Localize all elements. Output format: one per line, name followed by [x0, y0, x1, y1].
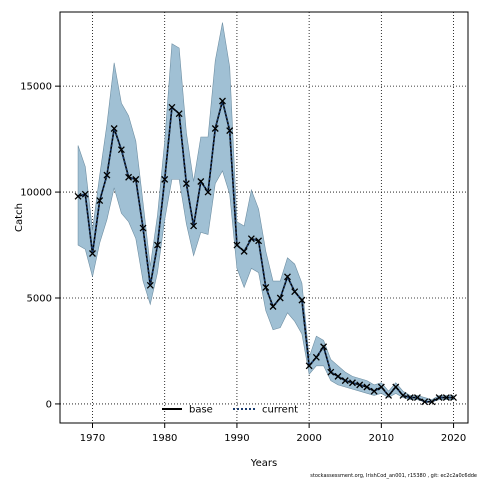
data-point-marker — [81, 190, 89, 198]
data-point-marker — [110, 125, 118, 132]
data-point-marker — [219, 97, 226, 105]
y-axis-label: Catch — [14, 203, 25, 232]
data-point-marker — [327, 368, 335, 376]
data-point-marker — [291, 288, 299, 296]
y-axis: 0 5000 10000 15000 — [20, 82, 60, 410]
data-point-marker — [298, 296, 306, 304]
data-point-marker — [168, 103, 176, 111]
data-point-marker — [96, 197, 104, 205]
grid — [60, 12, 468, 423]
data-point-marker — [413, 394, 421, 402]
data-point-marker — [392, 383, 400, 391]
data-point-marker — [117, 146, 125, 154]
x-tick-label: 1970 — [80, 433, 105, 444]
data-point-marker — [442, 394, 450, 402]
data-point-marker — [161, 175, 169, 183]
data-point-marker — [399, 391, 407, 399]
data-point-marker — [356, 381, 364, 389]
y-tick-label: 0 — [46, 399, 52, 410]
data-points — [74, 97, 458, 406]
data-point-marker — [269, 303, 277, 310]
legend-current-label: current — [262, 405, 298, 416]
data-point-marker — [276, 294, 284, 302]
data-point-marker — [240, 247, 248, 255]
data-point-marker — [255, 237, 263, 245]
data-point-marker — [435, 394, 443, 402]
x-tick-label: 2020 — [441, 433, 466, 444]
data-point-marker — [305, 362, 313, 370]
data-point-marker — [89, 250, 96, 257]
y-tick-label: 15000 — [20, 82, 52, 93]
data-point-marker — [334, 372, 342, 380]
data-point-marker — [370, 387, 378, 395]
plot-frame — [59, 11, 469, 424]
confidence-band-area — [77, 22, 454, 403]
legend-base-label: base — [189, 405, 213, 416]
source-annotation: stockassessment.org, IrishCod_an001, r15… — [310, 473, 477, 479]
data-point-marker — [182, 180, 190, 188]
data-point-marker — [312, 353, 320, 361]
data-point-marker — [204, 188, 212, 196]
data-point-marker — [132, 175, 140, 183]
x-axis: 1970 1980 1990 2000 2010 2020 — [80, 423, 466, 444]
data-point-marker — [341, 377, 349, 385]
data-point-marker — [284, 273, 291, 281]
data-point-marker — [385, 391, 393, 399]
data-point-marker — [428, 398, 436, 406]
data-point-marker — [154, 241, 161, 249]
x-tick-label: 2010 — [369, 433, 394, 444]
data-point-marker — [320, 343, 328, 351]
data-point-marker — [125, 173, 133, 181]
data-point-marker — [406, 394, 414, 402]
data-point-marker — [377, 383, 385, 391]
x-tick-label: 1980 — [152, 433, 177, 444]
data-point-marker — [349, 379, 356, 387]
x-tick-label: 1990 — [224, 433, 249, 444]
y-tick-label: 10000 — [20, 188, 52, 199]
data-point-marker — [175, 110, 183, 118]
data-point-marker — [226, 127, 234, 135]
data-point-marker — [233, 241, 241, 249]
data-point-marker — [363, 383, 371, 391]
y-tick-label: 5000 — [27, 294, 52, 305]
data-point-marker — [247, 235, 255, 243]
confidence-band — [77, 22, 454, 403]
data-point-marker — [211, 125, 219, 132]
data-point-marker — [74, 192, 82, 200]
data-point-marker — [190, 222, 198, 230]
data-point-marker — [146, 281, 154, 289]
data-point-marker — [421, 398, 429, 406]
data-point-marker — [262, 283, 270, 291]
data-point-marker — [139, 224, 147, 232]
data-point-marker — [103, 171, 111, 179]
data-point-marker — [197, 178, 205, 185]
legend: base current — [162, 405, 298, 416]
x-axis-label: Years — [250, 458, 277, 469]
data-point-marker — [450, 394, 458, 402]
x-tick-label: 2000 — [296, 433, 321, 444]
